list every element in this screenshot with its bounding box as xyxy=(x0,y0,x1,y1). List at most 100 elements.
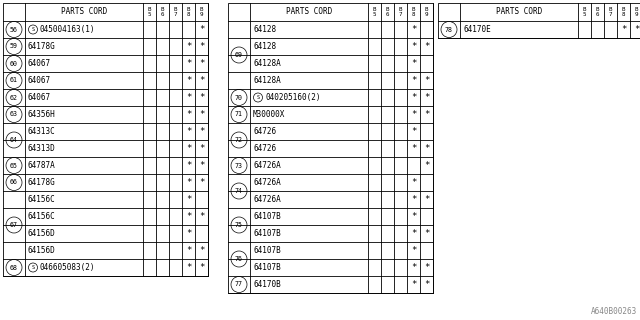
Text: 64128A: 64128A xyxy=(253,59,281,68)
Text: 64067: 64067 xyxy=(28,76,51,85)
Text: B
6: B 6 xyxy=(386,7,389,17)
Text: PARTS CORD: PARTS CORD xyxy=(286,7,332,17)
Text: 64156C: 64156C xyxy=(28,212,56,221)
Text: *: * xyxy=(199,59,204,68)
Text: PARTS CORD: PARTS CORD xyxy=(496,7,542,17)
Text: S: S xyxy=(31,265,35,270)
Text: S: S xyxy=(31,27,35,32)
Text: *: * xyxy=(411,212,416,221)
Text: 64178G: 64178G xyxy=(28,42,56,51)
Text: *: * xyxy=(199,127,204,136)
Text: *: * xyxy=(634,25,639,34)
Text: A640B00263: A640B00263 xyxy=(591,307,637,316)
Text: *: * xyxy=(411,25,416,34)
Text: *: * xyxy=(186,42,191,51)
Text: *: * xyxy=(186,59,191,68)
Text: *: * xyxy=(199,25,204,34)
Text: *: * xyxy=(186,110,191,119)
Bar xyxy=(3,3,208,276)
Text: *: * xyxy=(186,246,191,255)
Text: *: * xyxy=(186,144,191,153)
Text: *: * xyxy=(186,76,191,85)
Text: *: * xyxy=(199,144,204,153)
Text: 70: 70 xyxy=(235,94,243,100)
Text: 64313D: 64313D xyxy=(28,144,56,153)
Text: B
8: B 8 xyxy=(412,7,415,17)
Text: 64128A: 64128A xyxy=(253,76,281,85)
Text: *: * xyxy=(199,76,204,85)
Text: B
8: B 8 xyxy=(621,7,625,17)
Text: 63: 63 xyxy=(10,111,18,117)
Text: 76: 76 xyxy=(235,256,243,262)
Text: 78: 78 xyxy=(445,27,453,33)
Text: *: * xyxy=(411,246,416,255)
Text: 64313C: 64313C xyxy=(28,127,56,136)
Text: B
7: B 7 xyxy=(609,7,612,17)
Text: *: * xyxy=(186,212,191,221)
Text: 62: 62 xyxy=(10,94,18,100)
Text: 046605083(2): 046605083(2) xyxy=(40,263,95,272)
Text: *: * xyxy=(424,42,429,51)
Text: 66: 66 xyxy=(10,180,18,186)
Text: *: * xyxy=(186,127,191,136)
Text: *: * xyxy=(186,178,191,187)
Text: 64787A: 64787A xyxy=(28,161,56,170)
Text: *: * xyxy=(621,25,626,34)
Text: B
5: B 5 xyxy=(148,7,151,17)
Text: 75: 75 xyxy=(235,222,243,228)
Text: PARTS CORD: PARTS CORD xyxy=(61,7,107,17)
Text: *: * xyxy=(424,144,429,153)
Text: 64156D: 64156D xyxy=(28,229,56,238)
Text: 64107B: 64107B xyxy=(253,212,281,221)
Text: B
7: B 7 xyxy=(173,7,177,17)
Text: 64: 64 xyxy=(10,137,18,143)
Text: 69: 69 xyxy=(235,52,243,58)
Text: 64156D: 64156D xyxy=(28,246,56,255)
Text: *: * xyxy=(411,59,416,68)
Text: B
5: B 5 xyxy=(583,7,586,17)
Text: 64156C: 64156C xyxy=(28,195,56,204)
Text: B
5: B 5 xyxy=(372,7,376,17)
Text: 64067: 64067 xyxy=(28,59,51,68)
Text: *: * xyxy=(199,42,204,51)
Text: 64178G: 64178G xyxy=(28,178,56,187)
Text: *: * xyxy=(411,229,416,238)
Text: *: * xyxy=(424,110,429,119)
Text: B
9: B 9 xyxy=(200,7,204,17)
Text: *: * xyxy=(186,229,191,238)
Text: *: * xyxy=(411,195,416,204)
Text: 64170E: 64170E xyxy=(463,25,491,34)
Text: 60: 60 xyxy=(10,60,18,67)
Text: 73: 73 xyxy=(235,163,243,169)
Text: *: * xyxy=(411,93,416,102)
Text: *: * xyxy=(186,161,191,170)
Text: B
6: B 6 xyxy=(596,7,599,17)
Text: 59: 59 xyxy=(10,44,18,50)
Text: *: * xyxy=(411,127,416,136)
Text: B
7: B 7 xyxy=(399,7,403,17)
Text: 72: 72 xyxy=(235,137,243,143)
Text: *: * xyxy=(424,229,429,238)
Text: 64170B: 64170B xyxy=(253,280,281,289)
Text: *: * xyxy=(199,93,204,102)
Text: S: S xyxy=(257,95,260,100)
Text: M30000X: M30000X xyxy=(253,110,285,119)
Text: *: * xyxy=(411,144,416,153)
Text: *: * xyxy=(424,280,429,289)
Text: 56: 56 xyxy=(10,27,18,33)
Text: 77: 77 xyxy=(235,282,243,287)
Text: *: * xyxy=(199,246,204,255)
Text: *: * xyxy=(186,93,191,102)
Text: 64356H: 64356H xyxy=(28,110,56,119)
Bar xyxy=(438,3,640,38)
Bar xyxy=(228,3,433,293)
Text: 64067: 64067 xyxy=(28,93,51,102)
Text: *: * xyxy=(199,178,204,187)
Text: 64128: 64128 xyxy=(253,42,276,51)
Text: *: * xyxy=(411,110,416,119)
Text: *: * xyxy=(424,161,429,170)
Text: *: * xyxy=(424,76,429,85)
Text: *: * xyxy=(199,263,204,272)
Text: *: * xyxy=(411,76,416,85)
Text: 040205160(2): 040205160(2) xyxy=(265,93,321,102)
